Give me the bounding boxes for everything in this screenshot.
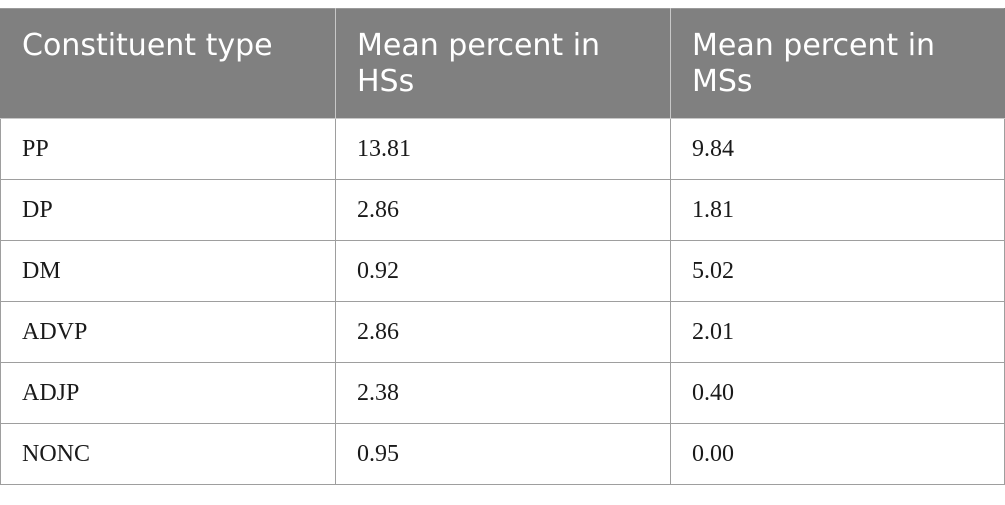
cell-constituent-type: NONC [0,423,336,485]
cell-mean-percent-mss: 1.81 [670,179,1005,241]
cell-mean-percent-hss: 0.95 [335,423,671,485]
table-row: DM 0.92 5.02 [0,240,1005,302]
table-row: ADVP 2.86 2.01 [0,301,1005,363]
table-row: DP 2.86 1.81 [0,179,1005,241]
cell-constituent-type: ADVP [0,301,336,363]
cell-mean-percent-mss: 9.84 [670,118,1005,180]
header-mean-percent-hss: Mean percent in HSs [335,8,671,119]
cell-mean-percent-mss: 0.00 [670,423,1005,485]
header-mean-percent-mss: Mean percent in MSs [670,8,1005,119]
cell-mean-percent-hss: 2.86 [335,301,671,363]
cell-constituent-type: ADJP [0,362,336,424]
cell-mean-percent-hss: 2.38 [335,362,671,424]
cell-constituent-type: DM [0,240,336,302]
cell-constituent-type: PP [0,118,336,180]
table-row: NONC 0.95 0.00 [0,423,1005,485]
cell-mean-percent-mss: 2.01 [670,301,1005,363]
cell-mean-percent-hss: 0.92 [335,240,671,302]
table-row: ADJP 2.38 0.40 [0,362,1005,424]
table-row: PP 13.81 9.84 [0,118,1005,180]
cell-mean-percent-hss: 2.86 [335,179,671,241]
constituent-table: Constituent type Mean percent in HSs Mea… [0,8,1005,485]
cell-mean-percent-mss: 5.02 [670,240,1005,302]
table-header-row: Constituent type Mean percent in HSs Mea… [0,8,1005,119]
cell-mean-percent-mss: 0.40 [670,362,1005,424]
cell-constituent-type: DP [0,179,336,241]
cell-mean-percent-hss: 13.81 [335,118,671,180]
header-constituent-type: Constituent type [0,8,336,119]
